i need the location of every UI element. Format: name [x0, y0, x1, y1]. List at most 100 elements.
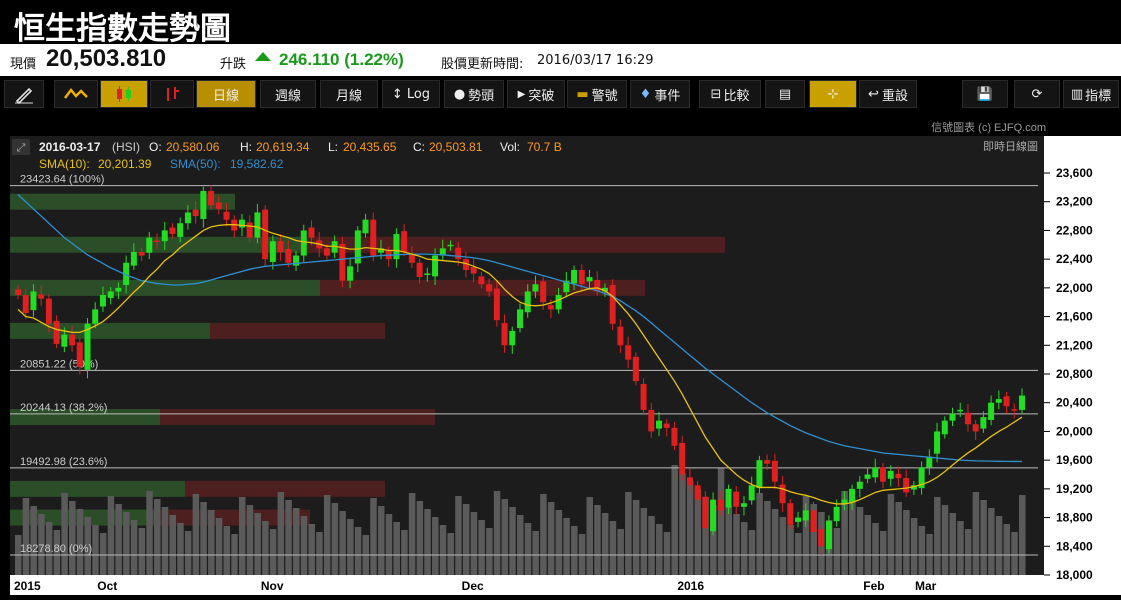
candle-body	[462, 259, 469, 270]
candle-body	[694, 485, 701, 500]
y-axis-tick-label: 23,600	[1056, 166, 1093, 180]
volume-bar	[849, 499, 856, 575]
candle-body	[833, 506, 840, 522]
candle-body	[76, 342, 83, 367]
alert-button[interactable]: ▬ 警號	[567, 80, 627, 108]
volume-bar	[540, 494, 547, 575]
volume-bar	[903, 510, 910, 575]
candle-body	[578, 269, 585, 285]
monthly-button[interactable]: 月線	[320, 80, 378, 108]
volume-bar	[184, 531, 192, 575]
trend-button[interactable]: ● 勢頭	[444, 80, 504, 108]
volume-bar	[810, 504, 817, 575]
volume-bar	[625, 492, 632, 575]
ohlc-date: 2016-03-17	[39, 140, 101, 154]
candle-body	[501, 323, 508, 346]
volume-bar	[69, 501, 76, 575]
volume-bar	[138, 528, 146, 575]
ohlc-button[interactable]	[150, 80, 194, 108]
volume-profile-up-bar	[10, 480, 185, 497]
indicators-label: 指標	[1085, 88, 1112, 104]
volume-bar	[177, 523, 184, 575]
save-icon: 💾	[976, 86, 994, 102]
candle-body	[254, 212, 261, 238]
reset-button[interactable]: ↩ 重設	[859, 80, 917, 108]
sma50-label: SMA(50):	[170, 157, 221, 171]
c-label: C:	[413, 140, 425, 154]
crosshair-button[interactable]: ⊹	[809, 80, 857, 108]
candle-body	[802, 510, 809, 521]
y-axis-tick-label: 21,200	[1056, 338, 1093, 352]
candlestick-button[interactable]	[100, 80, 148, 108]
log-button[interactable]: ↕ Log	[382, 80, 440, 108]
pages-button[interactable]: ▤	[765, 80, 805, 108]
candle-body	[38, 294, 45, 299]
volume-bar	[470, 512, 478, 575]
volume-bar	[408, 493, 416, 575]
expand-icon[interactable]	[12, 139, 30, 155]
candle-body	[200, 190, 207, 219]
candle-body	[771, 460, 778, 482]
candle-body	[702, 496, 709, 529]
volume-bar	[107, 496, 115, 575]
candle-body	[246, 222, 253, 238]
up-arrow-icon	[255, 52, 271, 61]
candle-body	[849, 488, 856, 503]
volume-bar	[841, 491, 848, 575]
pen-button[interactable]	[4, 80, 44, 108]
volume-bar	[200, 502, 207, 575]
update-label: 股價更新時間:	[441, 57, 524, 72]
candle-body	[408, 254, 415, 263]
candle-body	[756, 460, 763, 489]
alert-icon: ▬	[576, 86, 589, 102]
daily-button[interactable]: 日線	[196, 80, 256, 108]
candle-body	[92, 309, 99, 324]
event-button[interactable]: ♦ 事件	[630, 80, 690, 108]
fib-level-label: 20244.13 (38.2%)	[20, 402, 107, 414]
volume-bar	[733, 514, 740, 575]
compare-button[interactable]: ⊟ 比較	[699, 80, 761, 108]
candle-body	[887, 470, 894, 479]
volume-bar	[717, 468, 725, 575]
candlestick-icon	[117, 86, 131, 102]
event-label: 事件	[654, 88, 681, 104]
save-button[interactable]: 💾	[962, 80, 1008, 108]
volume-bar	[972, 492, 980, 575]
y-axis-tick-label: 22,800	[1056, 223, 1093, 237]
candle-body	[146, 237, 153, 253]
volume-bar	[601, 513, 609, 575]
candle-body	[130, 251, 137, 266]
candle-body	[555, 295, 562, 310]
candle-body	[169, 227, 176, 235]
breakout-button[interactable]: ▶ 突破	[507, 80, 565, 108]
volume-bar	[872, 523, 879, 575]
y-axis-tick-label: 23,200	[1056, 195, 1093, 209]
candle-body	[300, 230, 307, 256]
volume-bar	[571, 526, 578, 575]
price-chart-svg[interactable]: 23423.64 (100%)20851.22 (50%)20244.13 (3…	[0, 114, 1121, 595]
candle-body	[393, 234, 400, 260]
volume-bar	[370, 498, 377, 575]
volume-bar	[61, 493, 68, 575]
volume-bar	[941, 505, 949, 575]
volume-bar	[99, 533, 107, 575]
volume-bar	[123, 512, 130, 575]
candle-body	[347, 266, 354, 281]
candle-body	[988, 402, 995, 420]
y-axis-tick-label: 19,600	[1056, 453, 1093, 467]
vol-value: 70.7 B	[527, 140, 562, 154]
line-chart-button[interactable]	[54, 80, 98, 108]
volume-bar	[563, 518, 570, 575]
ohlc-symbol: (HSI)	[112, 140, 140, 154]
refresh-button[interactable]: ⟳	[1014, 80, 1060, 108]
candle-body	[177, 223, 184, 237]
volume-bar	[30, 506, 37, 575]
volume-bar	[980, 500, 987, 575]
weekly-button[interactable]: 週線	[260, 80, 316, 108]
y-axis-tick-label: 19,200	[1056, 482, 1093, 496]
alert-label: 警號	[591, 88, 618, 104]
volume-profile-up-bar	[10, 322, 210, 339]
breakout-label: 突破	[528, 88, 555, 104]
x-axis-label: Dec	[462, 579, 484, 593]
indicators-button[interactable]: ▥ 指標	[1063, 80, 1119, 108]
